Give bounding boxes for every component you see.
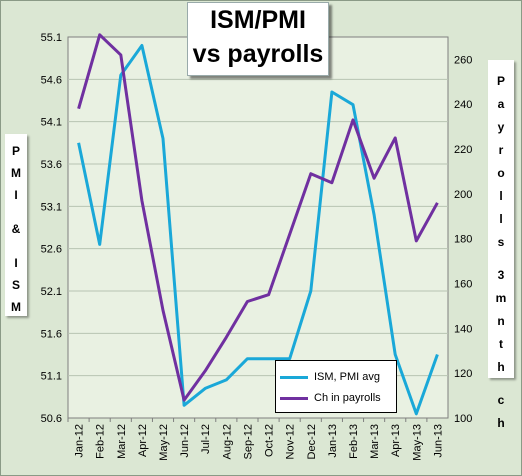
x-tick-label: Nov-12 — [285, 424, 297, 459]
x-tick-label: May-13 — [411, 424, 423, 461]
left-axis-label-word: & — [11, 222, 21, 236]
x-tick-label: Dec-12 — [306, 424, 318, 459]
right-tick-label: 260 — [454, 54, 472, 66]
x-tick-label: Mar-12 — [116, 424, 128, 459]
right-tick-label: 120 — [454, 368, 472, 380]
x-tick-label: Jan-12 — [74, 424, 86, 458]
x-tick-label: Feb-12 — [95, 424, 107, 459]
chart-title: ISM/PMI vs payrolls — [187, 2, 329, 76]
left-tick-label: 52.6 — [41, 244, 62, 256]
chart-title-line-2: vs payrolls — [192, 40, 324, 68]
right-tick-label: 160 — [454, 279, 472, 291]
left-tick-label: 51.6 — [41, 328, 62, 340]
x-tick-label: Mar-13 — [369, 424, 381, 459]
x-tick-label: Apr-12 — [137, 424, 149, 457]
right-tick-label: 220 — [454, 144, 472, 156]
left-tick-label: 53.6 — [41, 159, 62, 171]
left-tick-label: 51.1 — [41, 371, 62, 383]
x-tick-label: Jun-12 — [179, 424, 191, 458]
left-tick-label: 52.1 — [41, 286, 62, 298]
right-tick-label: 240 — [454, 99, 472, 111]
left-tick-label: 50.6 — [41, 413, 62, 425]
legend-label-ism: ISM, PMI avg — [314, 371, 381, 383]
right-axis-ticks: 260 240 220 200 180 160 140 120 100 — [454, 54, 472, 425]
x-tick-label: Aug-12 — [221, 424, 233, 459]
x-tick-label: Jul-12 — [200, 424, 212, 454]
legend: ISM, PMI avg Ch in payrolls — [275, 360, 397, 413]
right-tick-label: 180 — [454, 234, 472, 246]
right-tick-label: 140 — [454, 323, 472, 335]
legend-swatch-ism — [280, 375, 308, 379]
left-axis-label-text: P M I & I S M — [5, 134, 27, 324]
left-tick-label: 55.1 — [41, 32, 62, 44]
left-axis-ticks: 55.1 54.6 54.1 53.6 53.1 52.6 52.1 51.6 51.1 50.6 — [41, 32, 62, 425]
legend-item-payrolls: Ch in payrolls — [280, 388, 381, 408]
chart-title-line-1: ISM/PMI — [210, 6, 306, 34]
left-tick-label: 54.1 — [41, 117, 62, 129]
right-tick-label: 200 — [454, 189, 472, 201]
left-axis-label: P M I & I S M — [5, 134, 27, 316]
x-tick-label: May-12 — [158, 424, 170, 461]
legend-swatch-payrolls — [280, 396, 308, 400]
x-axis-ticks: Jan-12 Feb-12 Mar-12 Apr-12 May-12 Jun-12 Jul-… — [67, 418, 444, 461]
series-lines — [77, 33, 439, 416]
right-tick-label: 100 — [454, 413, 472, 425]
plot-area — [67, 36, 449, 419]
x-tick-label: Sep-12 — [242, 424, 254, 459]
legend-item-ism: ISM, PMI avg — [280, 367, 380, 387]
left-tick-label: 53.1 — [41, 201, 62, 213]
x-tick-label: Jan-13 — [327, 424, 339, 458]
x-tick-label: Jun-13 — [432, 424, 444, 458]
x-tick-label: Feb-13 — [348, 424, 360, 459]
left-tick-label: 54.6 — [41, 74, 62, 86]
x-tick-label: Apr-13 — [390, 424, 402, 457]
series-line-1 — [77, 33, 439, 402]
series-line-0 — [77, 44, 439, 416]
legend-label-payrolls: Ch in payrolls — [314, 392, 381, 404]
x-tick-label: Oct-12 — [264, 424, 276, 457]
